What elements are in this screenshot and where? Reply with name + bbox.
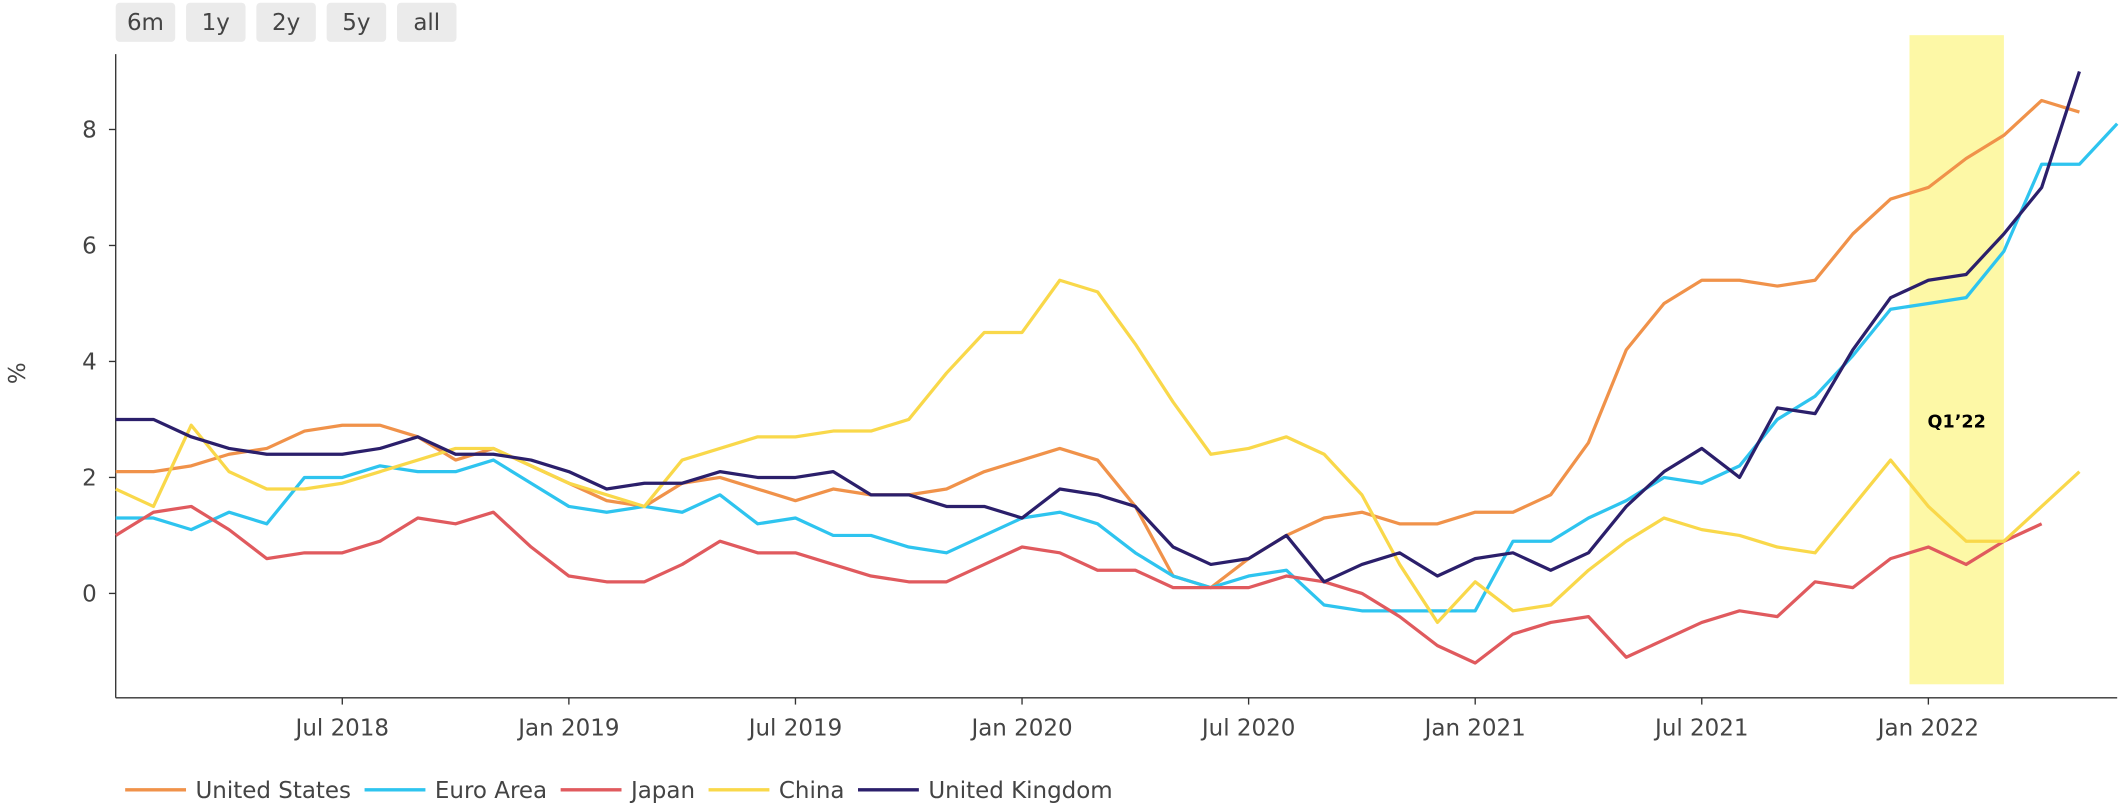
x-tick-label: Jan 2020: [969, 716, 1072, 742]
button-bg[interactable]: [256, 2, 316, 42]
button-bg[interactable]: [326, 2, 387, 42]
x-tick-label: Jan 2021: [1423, 716, 1526, 742]
button-label[interactable]: 2y: [272, 10, 300, 36]
range-button[interactable]: 5y: [326, 2, 387, 42]
button-label[interactable]: 1y: [202, 10, 230, 36]
legend-label: China: [779, 778, 845, 804]
range-button[interactable]: 1y: [186, 2, 246, 42]
y-axis-label: %: [5, 362, 31, 384]
x-tick-label: Jul 2020: [1200, 716, 1295, 742]
y-tick-label: 2: [82, 466, 97, 492]
y-tick-label: 6: [82, 234, 97, 260]
x-tick-label: Jul 2021: [1653, 716, 1748, 742]
x-tick-label: Jul 2018: [294, 716, 389, 742]
series-line: [115, 98, 2080, 590]
button-bg[interactable]: [396, 2, 457, 42]
series-line: [114, 504, 2043, 665]
series-line: [115, 70, 2081, 584]
highlight-label: Q1’22: [1928, 412, 1986, 432]
button-label[interactable]: all: [413, 10, 440, 36]
range-button[interactable]: 6m: [115, 2, 176, 42]
button-label[interactable]: 6m: [127, 10, 164, 36]
series-line: [115, 122, 2119, 613]
button-bg[interactable]: [115, 2, 176, 42]
y-tick-label: 8: [82, 118, 97, 144]
legend-label: United Kingdom: [928, 778, 1112, 804]
y-tick-label: 0: [82, 582, 97, 608]
highlight-band: [1909, 35, 2004, 685]
range-button[interactable]: 2y: [256, 2, 316, 42]
y-tick-label: 4: [82, 350, 97, 376]
x-tick-label: Jul 2019: [747, 716, 842, 742]
button-label[interactable]: 5y: [342, 10, 370, 36]
legend-label: Japan: [629, 778, 695, 804]
x-tick-label: Jan 2022: [1876, 716, 1979, 742]
x-tick-label: Jan 2019: [516, 716, 619, 742]
range-button[interactable]: all: [396, 2, 457, 42]
button-bg[interactable]: [186, 2, 246, 42]
series-line: [115, 278, 2081, 625]
legend-label: Euro Area: [435, 778, 547, 804]
legend-label: United States: [195, 778, 351, 804]
